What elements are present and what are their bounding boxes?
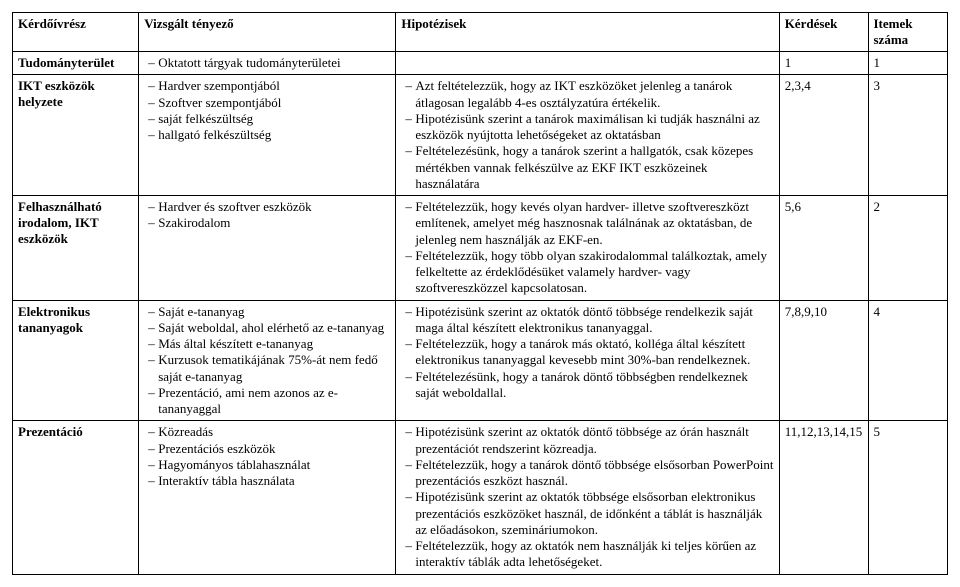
factor-item: Más által készített e-tananyag <box>144 336 390 352</box>
hypotheses-cell: Hipotézisünk szerint az oktatók döntő tö… <box>396 300 779 421</box>
hypothesis-item: Hipotézisünk szerint az oktatók többsége… <box>401 489 773 538</box>
hypothesis-item: Feltételezzük, hogy kevés olyan hardver-… <box>401 199 773 248</box>
questions-cell: 11,12,13,14,15 <box>779 421 868 574</box>
factor-item: Prezentációs eszközök <box>144 441 390 457</box>
row-title: IKT eszközök helyzete <box>13 75 139 196</box>
examined-factor-cell: Oktatott tárgyak tudományterületei <box>139 52 396 75</box>
row-title: Prezentáció <box>13 421 139 574</box>
questions-cell: 2,3,4 <box>779 75 868 196</box>
examined-factor-cell: Hardver és szoftver eszközökSzakirodalom <box>139 196 396 301</box>
factor-item: Oktatott tárgyak tudományterületei <box>144 55 390 71</box>
item-count-cell: 4 <box>868 300 948 421</box>
item-count-cell: 2 <box>868 196 948 301</box>
hypotheses-cell: Feltételezzük, hogy kevés olyan hardver-… <box>396 196 779 301</box>
hypothesis-item: Feltételezzük, hogy több olyan szakiroda… <box>401 248 773 297</box>
factor-item: Hardver szempontjából <box>144 78 390 94</box>
factor-item: Közreadás <box>144 424 390 440</box>
table-row: IKT eszközök helyzeteHardver szempontjáb… <box>13 75 948 196</box>
factor-item: hallgató felkészültség <box>144 127 390 143</box>
row-title: Elektronikus tananyagok <box>13 300 139 421</box>
hypothesis-item: Feltételezzük, hogy a tanárok más oktató… <box>401 336 773 369</box>
header-kerdesek: Kérdések <box>779 13 868 52</box>
questions-cell: 1 <box>779 52 868 75</box>
table-row: Felhasználható irodalom, IKT eszközökHar… <box>13 196 948 301</box>
factor-item: Saját weboldal, ahol elérhető az e-tanan… <box>144 320 390 336</box>
table-row: Tudományterület Oktatott tárgyak tudomány… <box>13 52 948 75</box>
factor-item: Saját e-tananyag <box>144 304 390 320</box>
item-count-cell: 5 <box>868 421 948 574</box>
header-kerdoivresz: Kérdőívrész <box>13 13 139 52</box>
hypothesis-item: Hipotézisünk szerint az oktatók döntő tö… <box>401 304 773 337</box>
header-hipotezisek: Hipotézisek <box>396 13 779 52</box>
factor-item: Szakirodalom <box>144 215 390 231</box>
examined-factor-cell: Hardver szempontjábólSzoftver szempontjá… <box>139 75 396 196</box>
examined-factor-cell: KözreadásPrezentációs eszközökHagyományo… <box>139 421 396 574</box>
header-vizsgalt-tenyezo: Vizsgált tényező <box>139 13 396 52</box>
factor-item: Hagyományos táblahasználat <box>144 457 390 473</box>
hypothesis-item: Azt feltételezzük, hogy az IKT eszközöke… <box>401 78 773 111</box>
hypothesis-item: Hipotézisünk szerint az oktatók döntő tö… <box>401 424 773 457</box>
factor-item: Prezentáció, ami nem azonos az e-tananya… <box>144 385 390 418</box>
factor-item: Interaktív tábla használata <box>144 473 390 489</box>
item-count-cell: 1 <box>868 52 948 75</box>
factor-item: Szoftver szempontjából <box>144 95 390 111</box>
hypothesis-item: Feltételezzük, hogy az oktatók nem haszn… <box>401 538 773 571</box>
hypotheses-cell: Azt feltételezzük, hogy az IKT eszközöke… <box>396 75 779 196</box>
row-title: Tudományterület <box>13 52 139 75</box>
item-count-cell: 3 <box>868 75 948 196</box>
examined-factor-cell: Saját e-tananyagSaját weboldal, ahol elé… <box>139 300 396 421</box>
factor-item: Kurzusok tematikájának 75%-át nem fedő s… <box>144 352 390 385</box>
hypotheses-cell: Hipotézisünk szerint az oktatók döntő tö… <box>396 421 779 574</box>
hypothesis-item: Feltételezésünk, hogy a tanárok szerint … <box>401 143 773 192</box>
hypotheses-cell <box>396 52 779 75</box>
hypothesis-item: Hipotézisünk szerint a tanárok maximális… <box>401 111 773 144</box>
row-title: Felhasználható irodalom, IKT eszközök <box>13 196 139 301</box>
table-row: Elektronikus tananyagokSaját e-tananyagS… <box>13 300 948 421</box>
table-header-row: Kérdőívrész Vizsgált tényező Hipotézisek… <box>13 13 948 52</box>
factor-item: Hardver és szoftver eszközök <box>144 199 390 215</box>
questions-cell: 5,6 <box>779 196 868 301</box>
questions-cell: 7,8,9,10 <box>779 300 868 421</box>
header-itemek-szama: Itemek száma <box>868 13 948 52</box>
hypothesis-item: Feltételezésünk, hogy a tanárok döntő tö… <box>401 369 773 402</box>
table-row: PrezentációKözreadásPrezentációs eszközö… <box>13 421 948 574</box>
document-table: Kérdőívrész Vizsgált tényező Hipotézisek… <box>12 12 948 575</box>
factor-item: saját felkészültség <box>144 111 390 127</box>
hypothesis-item: Feltételezzük, hogy a tanárok döntő több… <box>401 457 773 490</box>
